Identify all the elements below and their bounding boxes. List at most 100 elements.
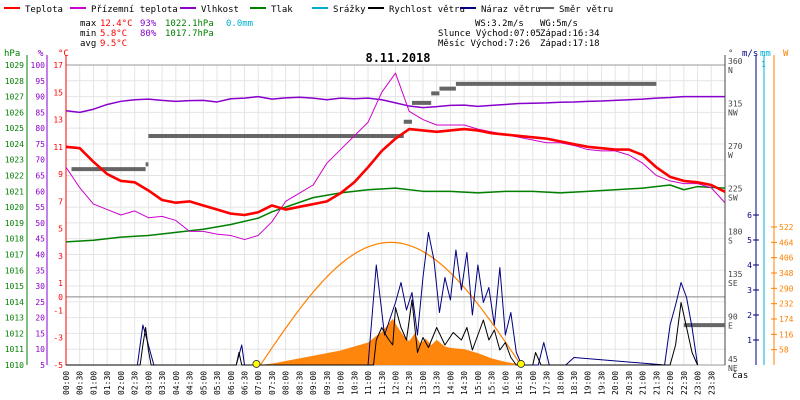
tick-label-w: 232 bbox=[779, 300, 794, 309]
tick-label-hum: 40 bbox=[35, 250, 45, 259]
tick-label-hpa: 1018 bbox=[5, 235, 24, 244]
x-tick-label: 23:30 bbox=[707, 371, 716, 395]
x-tick-label: 06:30 bbox=[240, 371, 249, 395]
legend-label: Směr větru bbox=[559, 5, 613, 15]
legend-label: Tlak bbox=[271, 5, 293, 15]
legend-label: Srážky bbox=[333, 5, 366, 15]
tick-label-w: 348 bbox=[779, 269, 794, 278]
x-tick-label: 17:00 bbox=[529, 371, 538, 395]
tick-label-hum: 80 bbox=[35, 124, 45, 133]
tick-label-w: 174 bbox=[779, 315, 794, 324]
x-tick-label: 10:30 bbox=[350, 371, 359, 395]
tick-label-dir-name: N bbox=[728, 66, 733, 75]
stats-min-hum: 80% bbox=[140, 29, 157, 39]
tick-label-dir-deg: 315 bbox=[728, 100, 743, 109]
stats-min-press: 1017.7hPa bbox=[165, 29, 214, 39]
x-tick-label: 08:00 bbox=[282, 371, 291, 395]
stats-max-hum: 93% bbox=[140, 19, 157, 29]
stats-avg-label: avg bbox=[80, 39, 96, 49]
x-tick-label: 05:30 bbox=[213, 371, 222, 395]
tick-label-hum: 75 bbox=[35, 140, 45, 149]
x-tick-label: 14:00 bbox=[446, 371, 455, 395]
axis-unit-dir: ° bbox=[728, 49, 733, 59]
tick-label-temp: 3 bbox=[58, 252, 63, 261]
tick-label-dir-name: SE bbox=[728, 279, 738, 288]
stats-max-label: max bbox=[80, 19, 97, 29]
tick-label-hpa: 1020 bbox=[5, 203, 24, 212]
tick-label-temp: 13 bbox=[53, 116, 63, 125]
x-tick-label: 09:30 bbox=[323, 371, 332, 395]
stats-max-press: 1022.1hPa bbox=[165, 19, 214, 29]
tick-label-w: 116 bbox=[779, 330, 794, 339]
tick-label-hum: 50 bbox=[35, 219, 45, 228]
x-tick-label: 18:30 bbox=[570, 371, 579, 395]
legend-label: Teplota bbox=[25, 5, 63, 15]
tick-label-ms: 2 bbox=[747, 311, 752, 320]
axis-unit-w: W bbox=[783, 49, 789, 59]
tick-label-hum: 10 bbox=[35, 345, 45, 354]
x-tick-label: 21:30 bbox=[652, 371, 661, 395]
sunset-marker bbox=[517, 360, 525, 368]
tick-label-hpa: 1027 bbox=[5, 93, 24, 102]
tick-label-dir-name: NE bbox=[728, 364, 738, 373]
tick-label-ms: 3 bbox=[747, 286, 752, 295]
tick-label-hum: 45 bbox=[35, 235, 45, 244]
series-ground-temperature bbox=[65, 72, 726, 241]
tick-label-hpa: 1026 bbox=[5, 108, 24, 117]
tick-label-temp: 7 bbox=[58, 197, 63, 206]
x-tick-label: 11:00 bbox=[364, 371, 373, 395]
sunrise-marker bbox=[252, 360, 261, 368]
stats-max-rain: 0.0mm bbox=[226, 19, 253, 29]
tick-label-mm-top: 1 bbox=[761, 60, 766, 69]
tick-label-temp: 9 bbox=[58, 170, 63, 179]
plot-area bbox=[65, 72, 726, 368]
x-tick-label: 05:00 bbox=[199, 371, 208, 395]
tick-label-ms: 6 bbox=[747, 211, 752, 220]
x-tick-label: 07:00 bbox=[254, 371, 263, 395]
tick-label-temp: 5 bbox=[58, 225, 63, 234]
tick-label-dir-name: W bbox=[728, 151, 733, 160]
tick-label-hpa: 1011 bbox=[5, 345, 24, 354]
tick-label-hpa: 1014 bbox=[5, 298, 24, 307]
tick-label-w: 464 bbox=[779, 238, 794, 247]
legend-label: Náraz větru bbox=[481, 5, 541, 15]
tick-label-hpa: 1024 bbox=[5, 140, 24, 149]
x-tick-label: 02:00 bbox=[117, 371, 126, 395]
x-tick-label: 22:00 bbox=[666, 371, 675, 395]
x-tick-label: 13:00 bbox=[419, 371, 428, 395]
tick-label-dir-name: S bbox=[728, 236, 733, 245]
tick-label-temp: 1 bbox=[58, 279, 63, 288]
x-tick-label: 22:30 bbox=[680, 371, 689, 395]
tick-label-hpa: 1010 bbox=[5, 361, 24, 370]
tick-label-hum: 85 bbox=[35, 108, 45, 117]
legend: Teplota Přízemní teplota Vlhkost Tlak Srážky… bbox=[4, 5, 613, 15]
x-tick-label: 08:30 bbox=[295, 371, 304, 395]
tick-label-hum: 95 bbox=[35, 77, 45, 86]
x-tick-label: 21:00 bbox=[639, 371, 648, 395]
tick-label-dir-deg: 90 bbox=[728, 312, 738, 321]
tick-label-hum: 60 bbox=[35, 187, 45, 196]
x-tick-label: 11:30 bbox=[378, 371, 387, 395]
x-tick-label: 13:30 bbox=[433, 371, 442, 395]
tick-label-dir-deg: 135 bbox=[728, 270, 743, 279]
x-tick-label: 04:30 bbox=[186, 371, 195, 395]
stats-moonrise: Měsíc Východ:7:26 bbox=[438, 39, 530, 49]
tick-label-dir-name: NW bbox=[728, 109, 738, 118]
x-tick-label: 19:00 bbox=[584, 371, 593, 395]
axis-unit-ms: m/s bbox=[742, 49, 758, 59]
tick-label-hum: 35 bbox=[35, 266, 45, 275]
tick-label-hpa: 1017 bbox=[5, 250, 24, 259]
tick-label-dir-name: E bbox=[728, 321, 733, 330]
stats-moonset: Západ:17:18 bbox=[540, 39, 600, 49]
series-wind-speed bbox=[66, 299, 698, 366]
series-humidity bbox=[65, 95, 725, 114]
x-axis: 00:00 00:30 01:00 01:30 02:00 02:30 03:00 03:30… bbox=[62, 371, 716, 395]
tick-label-temp: -5 bbox=[53, 361, 63, 370]
tick-label-hum: 5 bbox=[40, 361, 45, 370]
x-tick-label: 07:30 bbox=[268, 371, 277, 395]
x-axis-label: čas bbox=[732, 370, 748, 381]
axes: 1029102810271026102510241023102210211020… bbox=[5, 55, 794, 373]
tick-label-temp-zero: 0 bbox=[58, 293, 63, 302]
tick-label-ms: 1 bbox=[747, 336, 752, 345]
